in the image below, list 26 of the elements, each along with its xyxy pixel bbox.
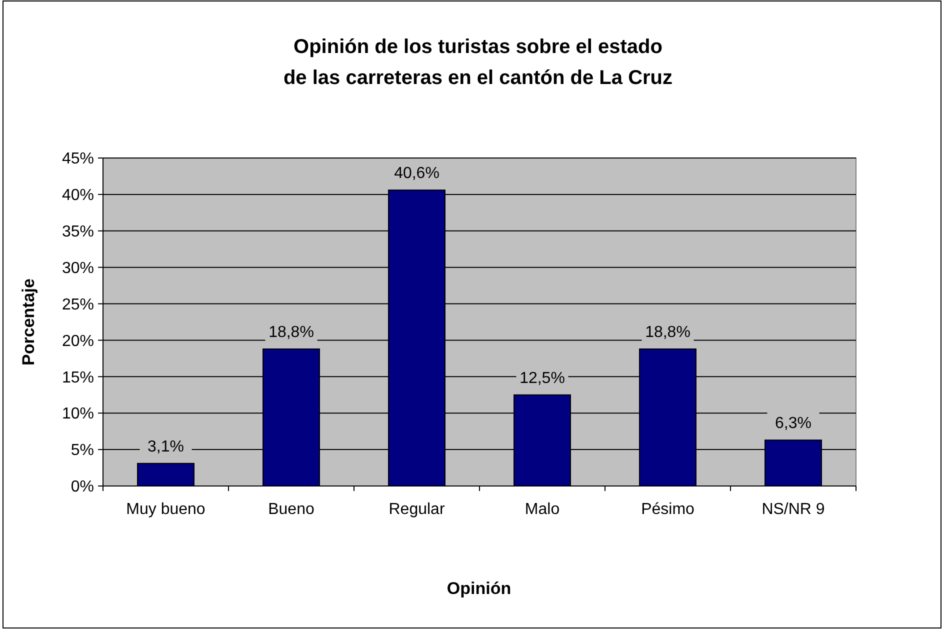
y-tick-label: 45%: [62, 150, 94, 168]
x-tick-label: Bueno: [268, 501, 314, 518]
y-tick-label: 30%: [62, 260, 94, 277]
y-tick-label: 15%: [62, 369, 94, 386]
y-tick-label: 0%: [70, 478, 94, 496]
data-label: 40,6%: [394, 165, 440, 182]
x-axis-title: Opinión: [446, 579, 512, 598]
chart-title: Opinión de los turistas sobre el estado de las carreteras en el cantón de La Cruz: [283, 36, 673, 89]
y-tick-label: 5%: [70, 442, 94, 460]
x-tick-label: Malo: [524, 501, 560, 518]
y-tick-label: 10%: [62, 406, 94, 423]
data-label: 18,8%: [645, 324, 690, 341]
x-tick-label: Pésimo: [641, 501, 695, 518]
data-label: 6,3%: [775, 415, 812, 432]
data-label: 18,8%: [268, 324, 314, 341]
y-tick-label: 25%: [62, 296, 94, 314]
x-tick-label: Regular: [388, 501, 446, 518]
y-tick-label: 35%: [62, 223, 94, 240]
data-label: 12,5%: [520, 370, 565, 387]
x-tick-label: Muy bueno: [126, 501, 206, 518]
y-tick-label: 20%: [62, 332, 94, 350]
data-label: 3,1%: [148, 438, 184, 456]
bar: [137, 462, 194, 486]
y-axis-title: Porcentaje: [19, 278, 38, 366]
x-tick-label: NS/NR 9: [762, 501, 825, 518]
y-tick-label: 40%: [62, 187, 94, 204]
